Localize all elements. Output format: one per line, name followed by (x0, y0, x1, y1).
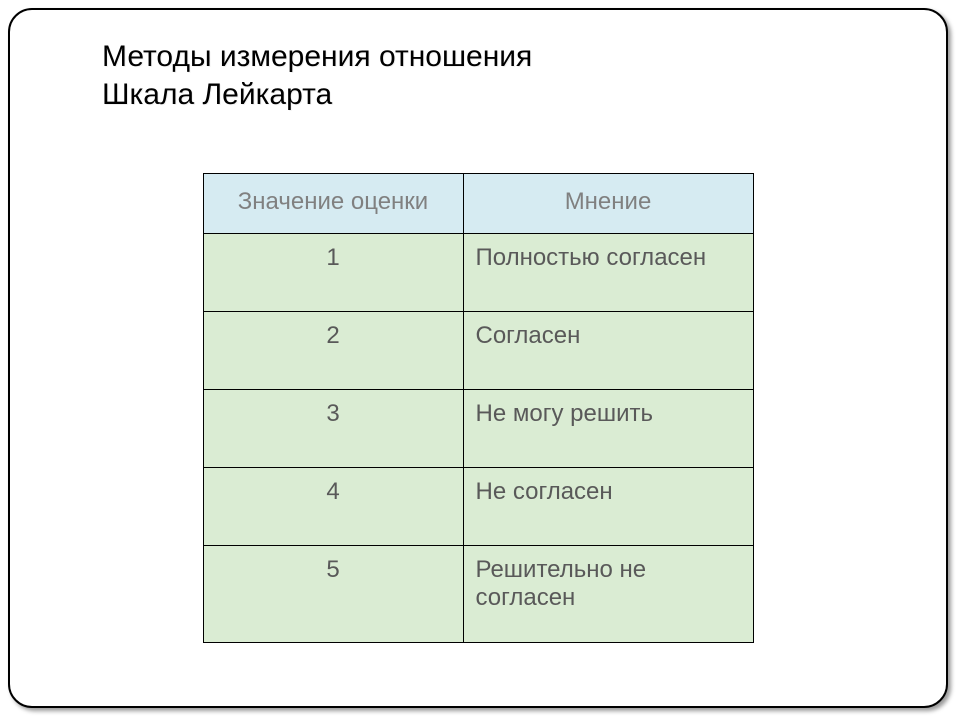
cell-opinion: Согласен (463, 312, 753, 390)
slide-title: Методы измерения отношения Шкала Лейкарт… (10, 38, 946, 113)
table-row: 5 Решительно не согласен (203, 546, 753, 643)
table-row: 2 Согласен (203, 312, 753, 390)
cell-value: 4 (203, 468, 463, 546)
cell-value: 3 (203, 390, 463, 468)
slide-frame: Методы измерения отношения Шкала Лейкарт… (8, 8, 948, 708)
cell-opinion: Не согласен (463, 468, 753, 546)
table-row: 3 Не могу решить (203, 390, 753, 468)
cell-opinion: Полностью согласен (463, 234, 753, 312)
cell-value: 5 (203, 546, 463, 643)
title-line-1: Методы измерения отношения (102, 38, 906, 76)
table-container: Значение оценки Мнение 1 Полностью согла… (10, 173, 946, 643)
cell-opinion: Решительно не согласен (463, 546, 753, 643)
table-row: 1 Полностью согласен (203, 234, 753, 312)
col-header-value: Значение оценки (203, 174, 463, 234)
title-line-2: Шкала Лейкарта (102, 76, 906, 114)
likert-table: Значение оценки Мнение 1 Полностью согла… (203, 173, 754, 643)
table-row: 4 Не согласен (203, 468, 753, 546)
cell-opinion: Не могу решить (463, 390, 753, 468)
cell-value: 2 (203, 312, 463, 390)
cell-value: 1 (203, 234, 463, 312)
table-header-row: Значение оценки Мнение (203, 174, 753, 234)
col-header-opinion: Мнение (463, 174, 753, 234)
